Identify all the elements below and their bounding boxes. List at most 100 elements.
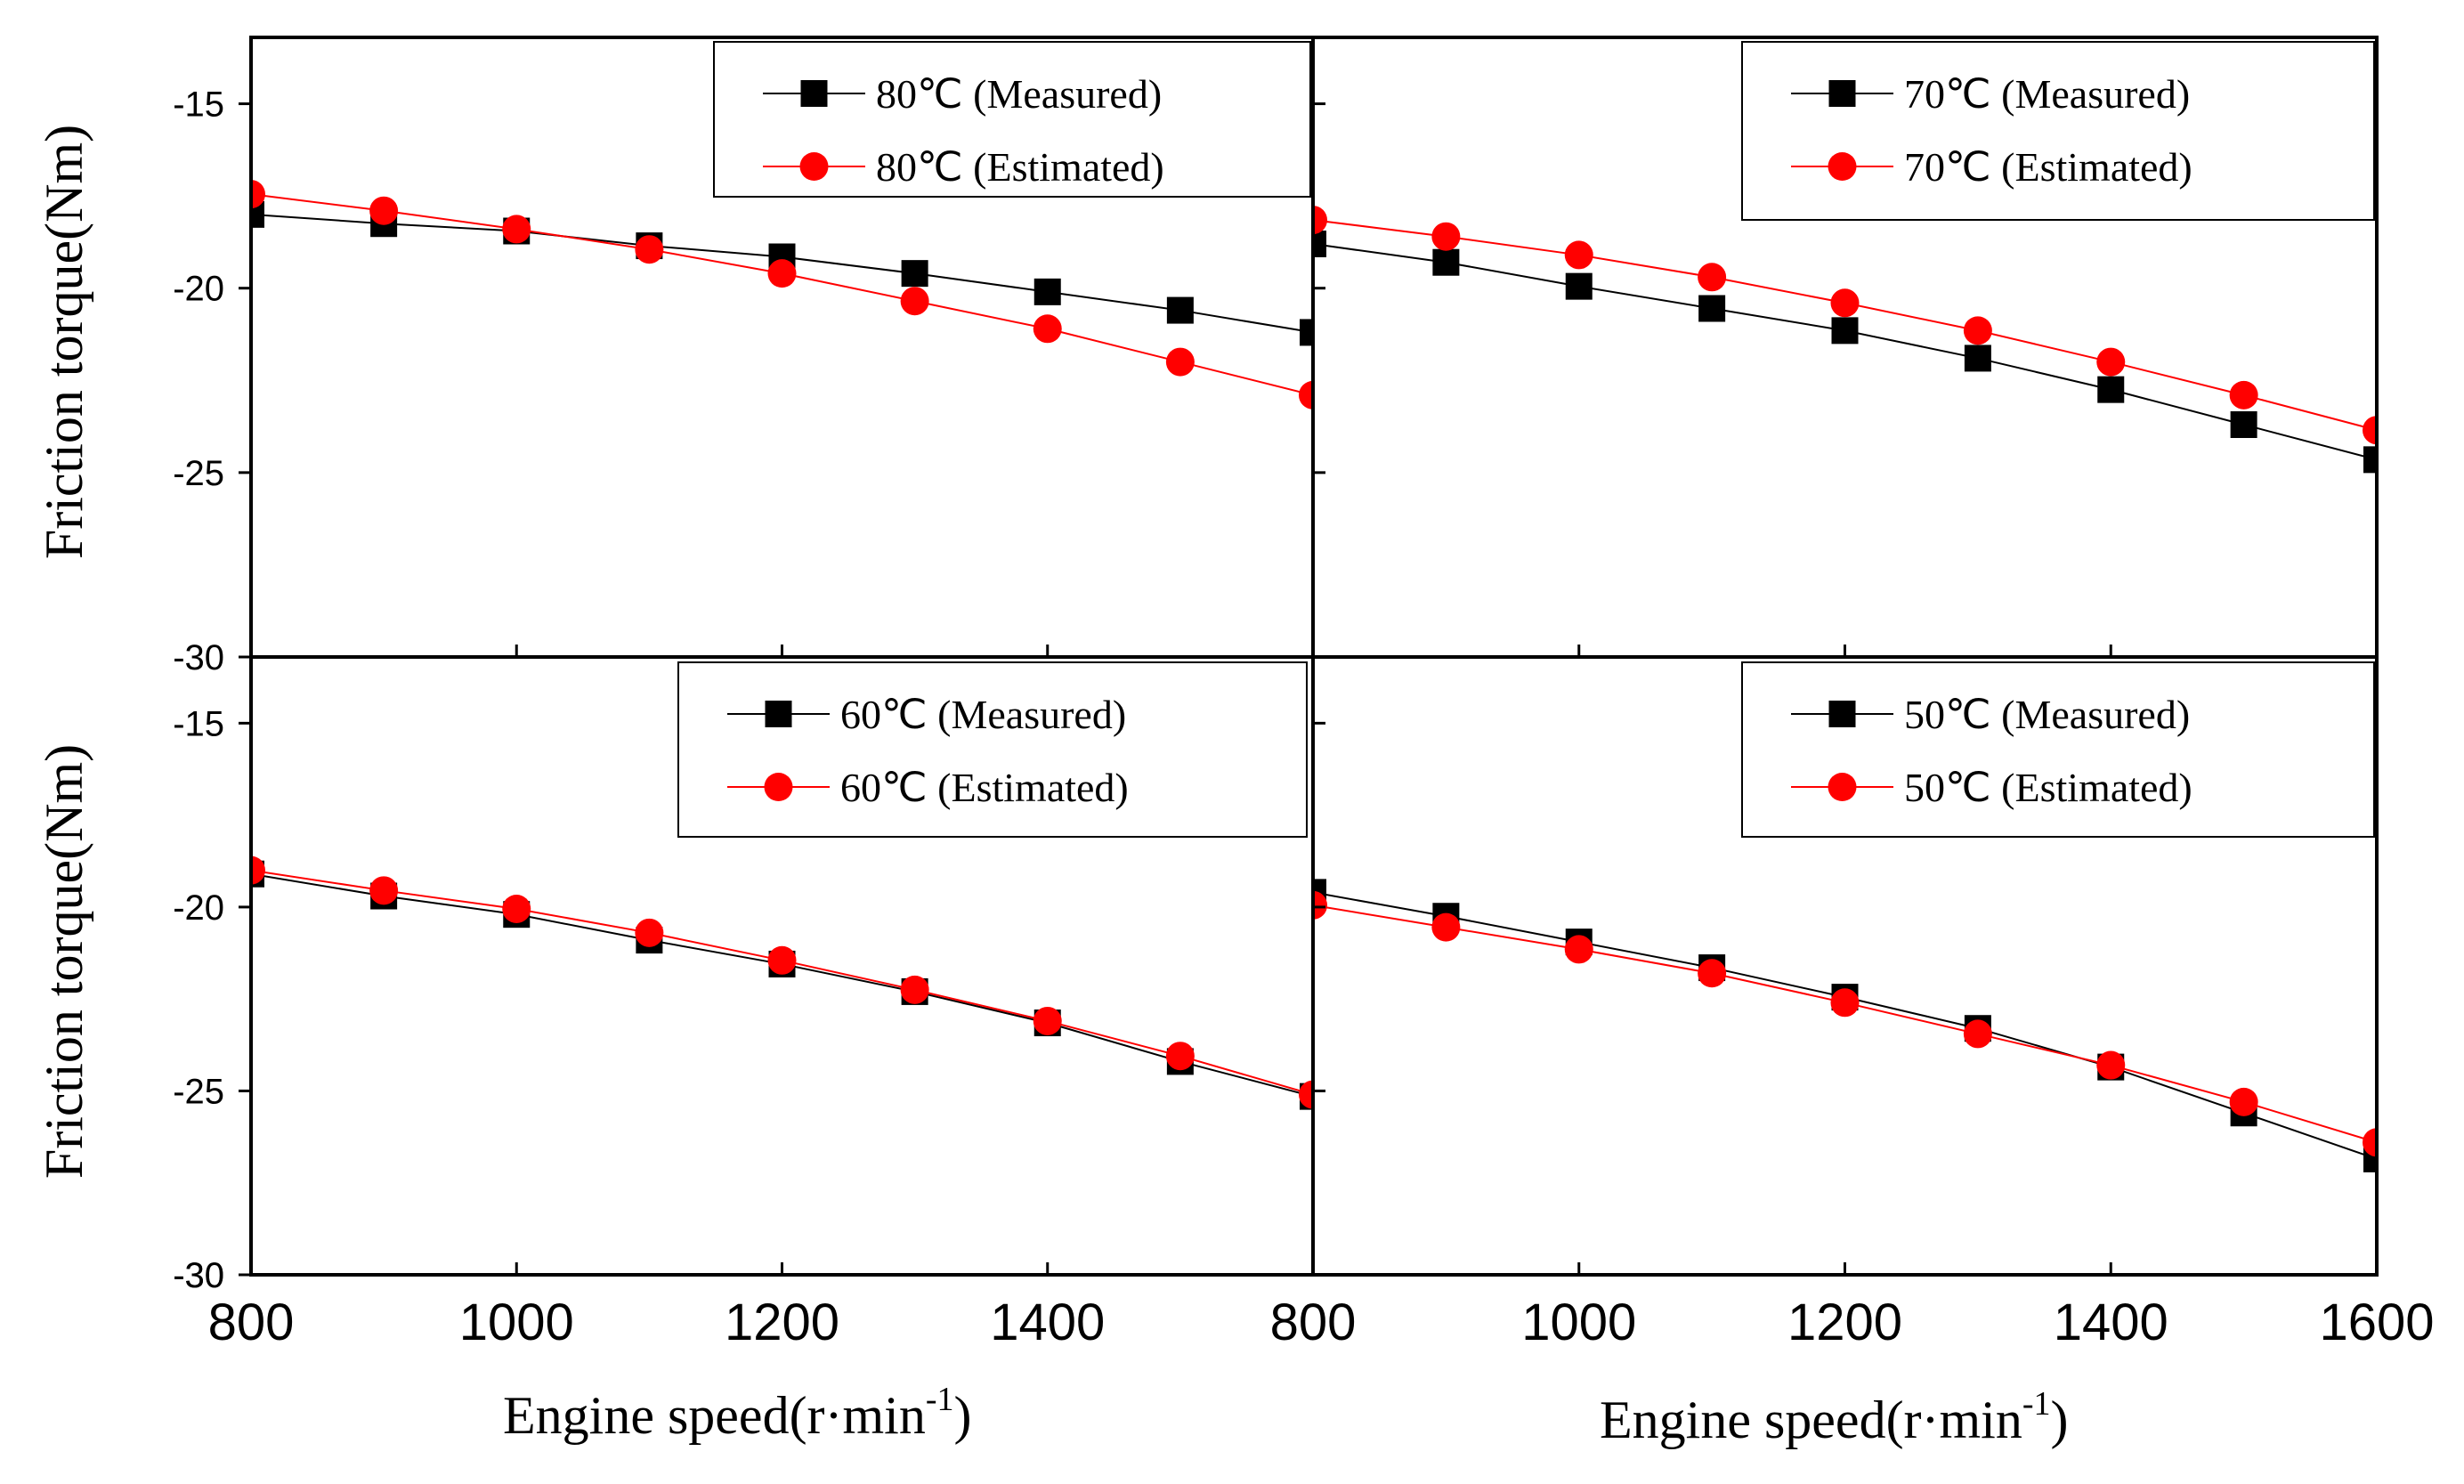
x-tick-label-right-1: 1200 <box>1787 1293 1902 1351</box>
data-point-top-left-estimated-900 <box>369 196 399 225</box>
y-tick-label-row0--15: -15 <box>173 85 224 125</box>
data-point-top-left-measured-1600 <box>1300 319 1313 346</box>
x-tick-label-left-2: 1200 <box>725 1293 839 1351</box>
y-axis-title-bottom: Friction torque(Nm) <box>35 744 93 1179</box>
data-point-top-left-measured-1500 <box>1166 296 1194 324</box>
legend-label-bottom-left-1: 60℃ (Estimated) <box>840 765 1129 810</box>
x-tick-label-right-0: 1000 <box>1521 1293 1636 1351</box>
legend-marker-bottom-right-1 <box>1828 773 1857 801</box>
data-point-top-right-measured-1400 <box>2097 376 2125 403</box>
legend-label-bottom-right-0: 50℃ (Measured) <box>1904 692 2190 737</box>
data-point-bottom-left-estimated-1600 <box>1299 1080 1313 1109</box>
x-axis-title-right-main: Engine speed(r·min <box>1600 1391 2022 1449</box>
data-point-top-left-measured-1300 <box>901 260 928 288</box>
y-tick-label-row1--30: -30 <box>173 1256 224 1295</box>
legend-marker-top-right-1 <box>1828 152 1857 181</box>
data-point-bottom-right-estimated-800 <box>1313 890 1327 920</box>
data-point-top-right-measured-1200 <box>1831 317 1859 345</box>
data-point-bottom-right-estimated-1400 <box>2096 1050 2126 1080</box>
data-point-bottom-right-estimated-1600 <box>2363 1128 2377 1157</box>
y-tick-label-row1--15: -15 <box>173 704 224 743</box>
y-axis-title-top: Friction torque(Nm) <box>35 125 93 559</box>
data-point-bottom-left-estimated-1300 <box>900 975 929 1004</box>
data-point-top-left-estimated-1500 <box>1165 347 1195 377</box>
legend-label-top-left-0: 80℃ (Measured) <box>876 71 1162 117</box>
data-point-top-left-estimated-1000 <box>502 215 531 244</box>
x-tick-label-left-4: 800 <box>1270 1293 1357 1351</box>
data-point-bottom-right-estimated-1100 <box>1698 959 1727 988</box>
data-point-bottom-right-estimated-900 <box>1431 912 1461 942</box>
y-tick-label-row0--20: -20 <box>173 270 224 309</box>
data-point-top-right-estimated-900 <box>1431 222 1461 251</box>
x-tick-label-left-1: 1000 <box>459 1293 574 1351</box>
data-point-bottom-right-estimated-1500 <box>2229 1087 2258 1116</box>
data-point-bottom-left-estimated-1100 <box>635 918 664 947</box>
data-point-bottom-right-estimated-1300 <box>1963 1019 1992 1049</box>
data-point-top-right-measured-800 <box>1313 231 1326 257</box>
legend-label-top-left-1: 80℃ (Estimated) <box>876 144 1164 190</box>
legend-box-top-right <box>1741 41 2375 221</box>
y-tick-label-row0--25: -25 <box>173 454 224 493</box>
legend-marker-bottom-left-0 <box>765 701 792 727</box>
x-axis-title-right-sup: -1 <box>2022 1385 2051 1423</box>
data-point-top-left-estimated-1400 <box>1033 314 1062 344</box>
data-point-top-right-measured-1300 <box>1964 345 1991 372</box>
legend-box-bottom-right <box>1741 661 2375 838</box>
legend-label-bottom-right-1: 50℃ (Estimated) <box>1904 765 2192 810</box>
data-point-bottom-left-estimated-1000 <box>502 894 531 923</box>
x-axis-title-left-close: ) <box>954 1386 972 1445</box>
legend-label-top-right-1: 70℃ (Estimated) <box>1904 144 2192 190</box>
data-point-top-right-estimated-1100 <box>1698 263 1727 292</box>
legend-marker-top-left-0 <box>800 80 828 107</box>
y-tick-label-row1--25: -25 <box>173 1072 224 1111</box>
data-point-top-right-estimated-1600 <box>2363 416 2377 445</box>
legend-marker-top-right-0 <box>1828 80 1856 107</box>
data-point-top-right-measured-900 <box>1432 248 1460 276</box>
data-point-top-left-estimated-1600 <box>1299 380 1313 410</box>
data-point-top-left-measured-1400 <box>1033 278 1061 305</box>
y-tick-label-row1--20: -20 <box>173 888 224 928</box>
data-point-top-right-estimated-1500 <box>2229 380 2258 410</box>
data-point-top-left-estimated-1300 <box>900 287 929 316</box>
legend-box-bottom-left <box>677 661 1308 838</box>
x-axis-title-right-close: ) <box>2051 1391 2069 1449</box>
series-line-top-right-0 <box>1313 243 2377 461</box>
legend-marker-top-left-1 <box>799 152 829 181</box>
legend-marker-bottom-right-0 <box>1828 701 1856 727</box>
series-line-bottom-left-1 <box>251 869 1313 1096</box>
data-point-top-right-measured-1600 <box>2363 446 2377 474</box>
x-axis-title-left-sup: -1 <box>926 1381 954 1418</box>
data-point-top-left-estimated-1200 <box>767 259 797 288</box>
data-point-top-right-estimated-1200 <box>1830 288 1860 318</box>
data-point-top-right-measured-1100 <box>1698 295 1726 322</box>
data-point-bottom-right-estimated-1000 <box>1564 935 1593 964</box>
data-point-bottom-left-estimated-1200 <box>767 945 797 975</box>
data-point-bottom-right-estimated-1200 <box>1830 988 1860 1018</box>
x-axis-title-left: Engine speed(r·min-1) <box>503 1381 971 1445</box>
data-point-top-right-measured-1000 <box>1565 272 1593 300</box>
legend-marker-bottom-left-1 <box>764 773 793 801</box>
data-point-bottom-left-estimated-1500 <box>1165 1042 1195 1071</box>
data-point-top-right-estimated-800 <box>1313 206 1327 235</box>
x-axis-title-right: Engine speed(r·min-1) <box>1600 1385 2068 1449</box>
data-point-top-right-estimated-1300 <box>1963 316 1992 345</box>
x-tick-label-left-0: 800 <box>208 1293 295 1351</box>
x-tick-label-right-2: 1400 <box>2054 1293 2168 1351</box>
data-point-bottom-left-estimated-1400 <box>1033 1006 1062 1035</box>
series-line-bottom-left-0 <box>251 872 1313 1098</box>
legend-label-bottom-left-0: 60℃ (Measured) <box>840 692 1126 737</box>
x-axis-title-left-main: Engine speed(r·min <box>503 1386 926 1445</box>
x-tick-label-left-3: 1400 <box>990 1293 1105 1351</box>
data-point-top-right-measured-1500 <box>2230 411 2257 438</box>
legend-label-top-right-0: 70℃ (Measured) <box>1904 71 2190 117</box>
data-point-top-left-estimated-800 <box>251 180 265 209</box>
x-tick-label-right-3: 1600 <box>2319 1293 2434 1351</box>
y-tick-label-top-end: -30 <box>173 638 224 677</box>
data-point-top-left-estimated-1100 <box>635 235 664 264</box>
data-point-bottom-left-estimated-900 <box>369 876 399 905</box>
series-line-bottom-right-1 <box>1313 904 2377 1144</box>
y-tick-label-bottom-end: -30 <box>173 1256 224 1295</box>
data-point-top-right-estimated-1000 <box>1564 240 1593 270</box>
data-point-top-right-estimated-1400 <box>2096 347 2126 377</box>
